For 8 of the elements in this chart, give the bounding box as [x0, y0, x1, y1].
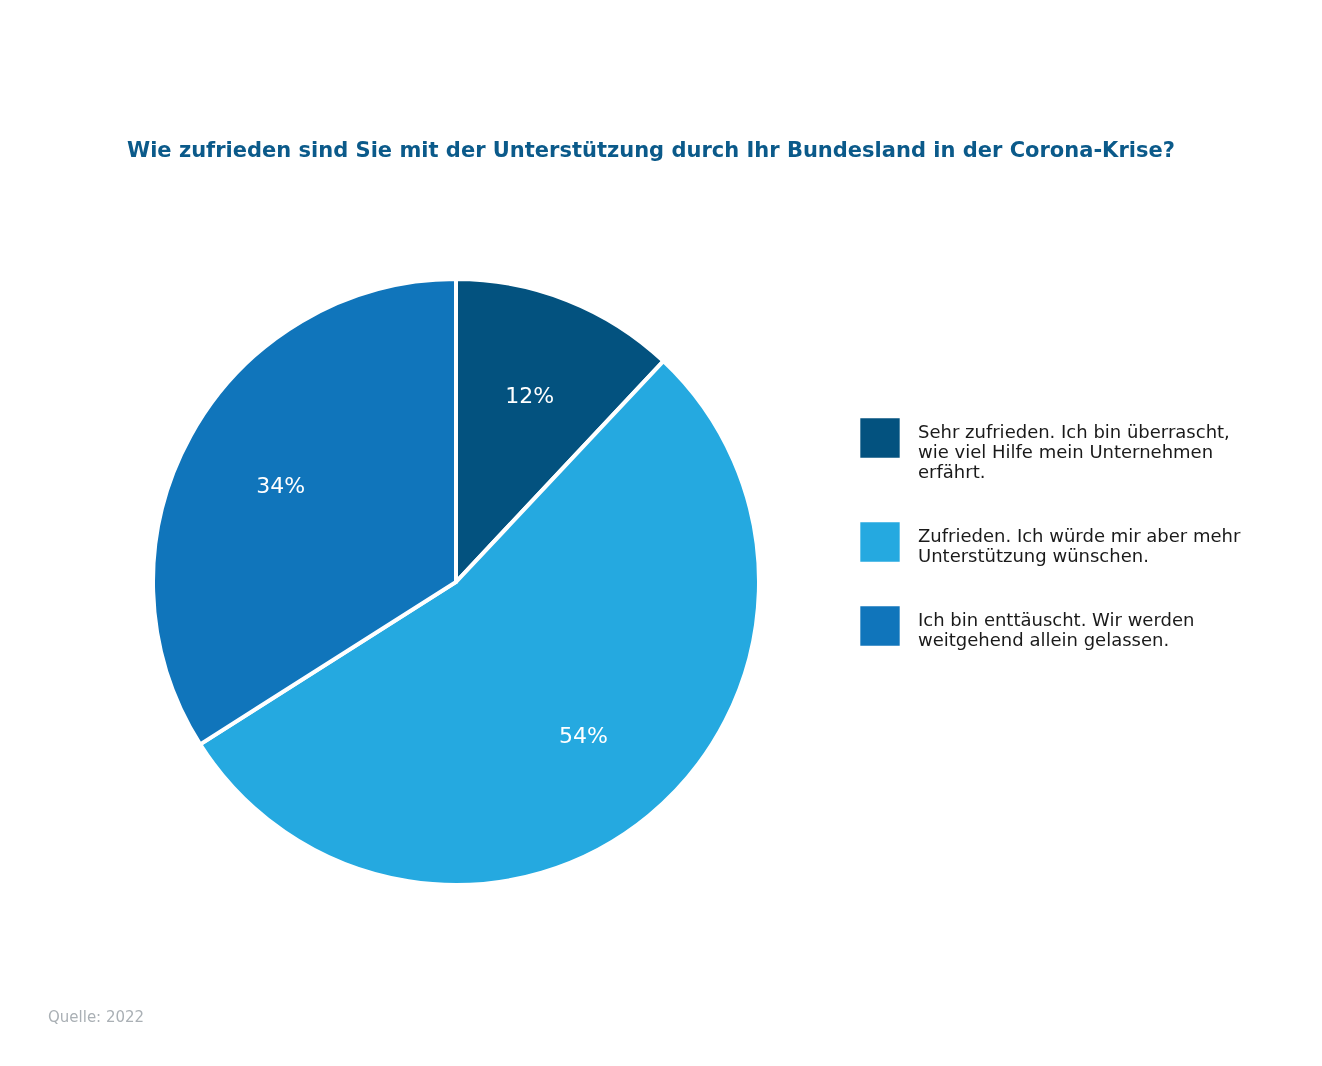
- legend-label: Sehr zufrieden. Ich bin überrascht, wie viel Hilfe mein Unternehmen erfährt.: [918, 421, 1230, 482]
- legend-label: Ich bin enttäuscht. Wir werden weitgehend allein gelassen.: [918, 609, 1195, 650]
- data-label: 12%: [505, 383, 555, 409]
- data-label: 34%: [256, 472, 306, 498]
- data-label: 54%: [559, 723, 608, 749]
- legend-label: Zufrieden. Ich würde mir aber mehr Unterstützung wünschen.: [918, 525, 1241, 566]
- source-note: Quelle: 2022: [48, 1008, 145, 1026]
- chart-title: Wie zufrieden sind Sie mit der Unterstützung durch Ihr Bundesland in der Corona-Krise?: [127, 138, 1175, 162]
